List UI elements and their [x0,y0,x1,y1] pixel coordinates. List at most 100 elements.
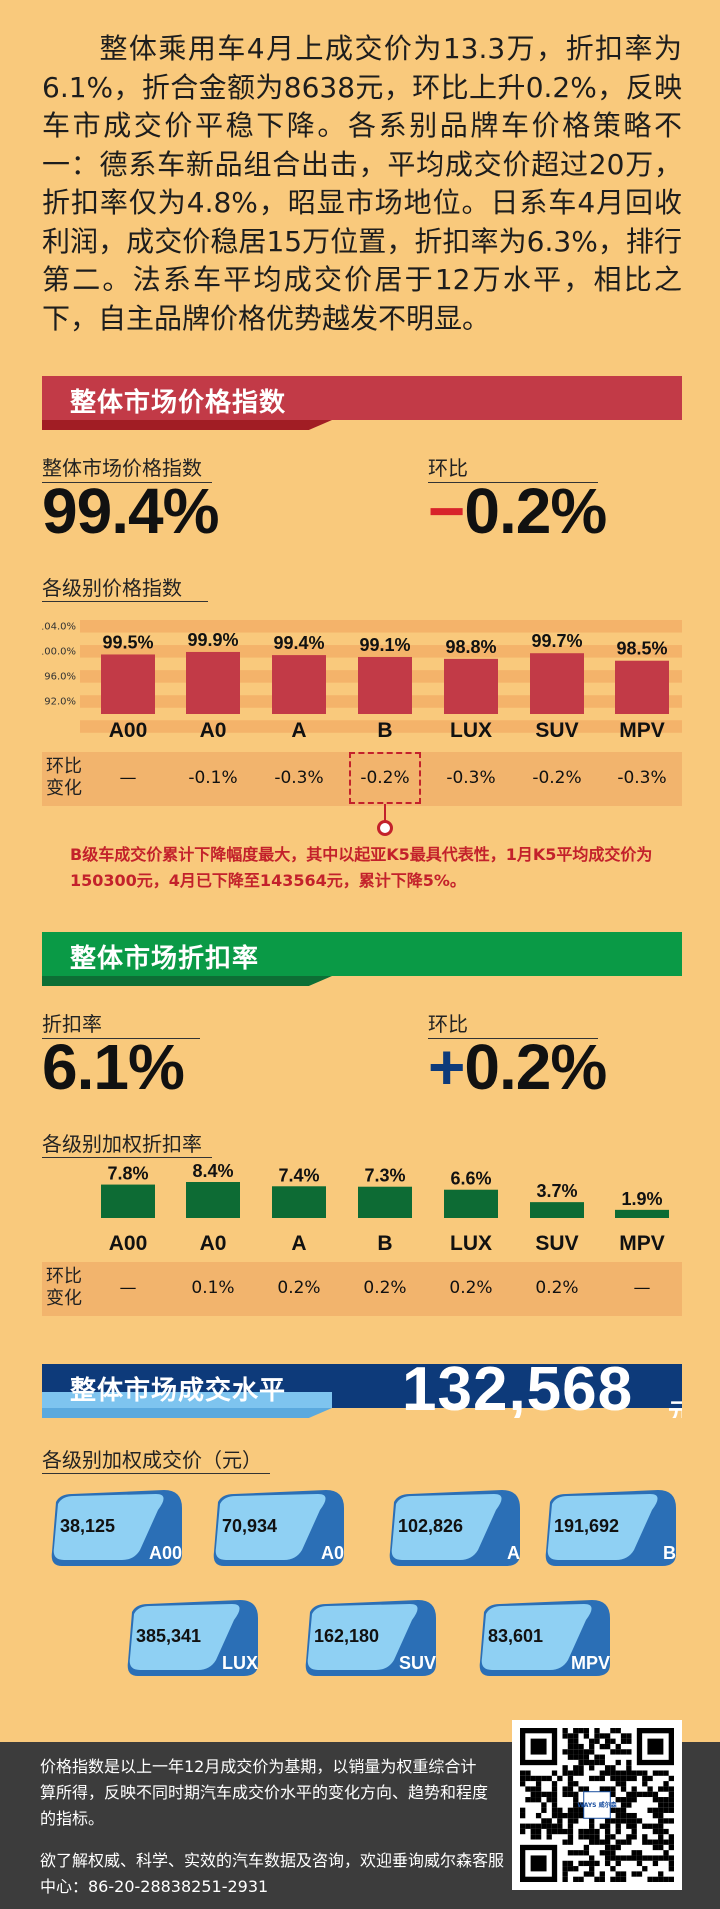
change-label-2: 变化 [46,1288,82,1309]
pill-category: A [507,1543,520,1563]
change-value-MPV: -0.3% [617,768,667,788]
y-tick-label: 96.0% [44,671,76,682]
transaction-total: 132,568 [402,1364,634,1418]
change-value-A0: -0.1% [188,768,238,788]
category-label: MPV [619,1232,665,1255]
pill-category: B [663,1543,676,1563]
category-label: A [291,1232,306,1255]
change-value-LUX: -0.3% [446,768,496,788]
price-pill-A0: 70,934 A0 [208,1488,348,1568]
change-value-MPV: — [633,1278,651,1298]
change-value-B: 0.2% [363,1278,407,1298]
bar-SUV [530,653,584,714]
grid-band [80,720,682,733]
pill-category: A0 [320,1543,344,1563]
intro-text: 整体乘用车4月上成交价为13.3万，折扣率为6.1%，折合金额为8638元，环比… [42,32,682,335]
price-pill-A00: 38,125 A00 [46,1488,186,1568]
discount-banner: 整体市场折扣率 [42,932,682,986]
category-label: A00 [109,1232,148,1255]
change-value-SUV: -0.2% [532,768,582,788]
minus-sign: − [428,475,465,547]
y-tick-label: 92.0% [44,696,76,707]
transaction-banner: 整体市场成交水平 132,568 元 [42,1364,682,1418]
bar-A [272,1186,326,1218]
price-index-title: 整体市场价格指数 [70,388,287,418]
pill-shape [479,1600,610,1676]
change-value-A00: — [119,1278,137,1298]
pill-value: 83,601 [488,1626,544,1646]
callout-pin [377,820,393,836]
pill-value: 162,180 [314,1626,380,1646]
pill-shape [127,1600,258,1676]
discount-mom-label: 环比 [428,1008,598,1039]
footer-contact: 欲了解权威、科学、实效的汽车数据及咨询，欢迎垂询威尔森客服中心：86-20-28… [40,1851,505,1896]
bar-A00 [101,1184,155,1218]
category-label: SUV [535,719,578,742]
price-index-banner: 整体市场价格指数 [42,376,682,430]
bar-value-label: 99.5% [102,632,153,652]
bar-A0 [186,651,240,714]
b-class-highlight-box [349,752,421,804]
bar-value-label: 1.9% [621,1189,662,1209]
qr-logo: WAYS 威尔森 [577,1801,617,1809]
change-label-1: 环比 [46,1266,82,1287]
y-tick-label: 100.0% [42,646,76,657]
change-label-2: 变化 [46,778,82,799]
price-index-mom-value: 0.2% [464,475,607,547]
bar-value-label: 99.7% [531,631,582,651]
price-index-mom-label: 环比 [428,452,598,483]
pill-category: LUX [222,1653,258,1673]
pill-value: 191,692 [554,1516,620,1536]
category-label: MPV [619,719,665,742]
change-value-SUV: 0.2% [535,1278,579,1298]
change-value-LUX: 0.2% [449,1278,493,1298]
category-label: SUV [535,1232,578,1255]
pill-category: A00 [148,1543,182,1563]
bar-A0 [186,1182,240,1218]
bar-A [272,655,326,714]
discount-change-row-label: 环比 变化 [46,1266,96,1310]
b-class-note: B级车成交价累计下降幅度最大，其中以起亚K5最具代表性，1月K5平均成交价为15… [70,845,653,890]
discount-mom-value: 0.2% [464,1031,607,1103]
price-chart-label: 各级别价格指数 [42,572,208,602]
pill-value: 38,125 [60,1516,116,1536]
change-value-B: -0.2% [360,768,410,788]
pill-shape [51,1490,182,1566]
price-pill-A: 102,826 A [384,1488,524,1568]
pill-category: MPV [570,1653,610,1673]
transaction-unit: 元 [668,1398,682,1418]
discount-change-row: 环比 变化 — 0.1% 0.2% 0.2% 0.2% 0.2% — [42,1262,682,1316]
category-label: A00 [109,719,148,742]
price-pill-B: 191,692 B [540,1488,680,1568]
bar-B [358,1186,412,1218]
bar-MPV [615,1209,669,1218]
bar-value-label: 99.9% [187,630,238,650]
pill-category: SUV [398,1653,436,1673]
category-label: B [377,1232,392,1255]
transaction-title: 整体市场成交水平 [70,1376,287,1406]
pill-shape [213,1490,344,1566]
price-index-chart-svg: 104.0% 100.0% 96.0% 92.0% 99.5% A00 99.9% A0 99.… [38,620,682,742]
grid-band [80,620,682,633]
discount-rate-value: 6.1% [42,1031,185,1103]
category-label: B [377,719,392,742]
category-label: LUX [450,1232,492,1255]
change-value-A0: 0.1% [191,1278,235,1298]
price-pill-MPV: 83,601 MPV [474,1598,614,1678]
price-pill-SUV: 162,180 SUV [300,1598,440,1678]
pill-shape [545,1490,676,1566]
bar-value-label: 7.3% [364,1166,405,1186]
category-label: A [291,719,306,742]
qr-code: WAYS 威尔森 [512,1720,682,1890]
bar-value-label: 98.8% [445,637,496,657]
bar-value-label: 6.6% [450,1169,491,1189]
price-index-label: 整体市场价格指数 [42,452,212,483]
bar-value-label: 99.4% [273,633,324,653]
pill-shape [305,1600,436,1676]
bar-A00 [101,654,155,714]
bar-value-label: 8.4% [192,1161,233,1181]
bar-value-label: 7.8% [107,1164,148,1184]
discount-mom: +0.2% [428,1030,607,1104]
bar-MPV [615,660,669,714]
bar-LUX [444,1189,498,1218]
